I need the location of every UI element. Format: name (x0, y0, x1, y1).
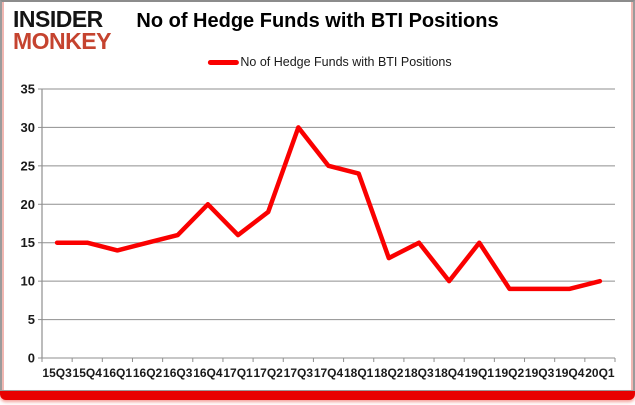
left-accent-line (2, 2, 4, 390)
x-tick-label: 18Q1 (344, 366, 374, 380)
right-accent-line (631, 2, 633, 390)
x-tick-label: 18Q3 (404, 366, 434, 380)
x-tick-label: 15Q4 (73, 366, 103, 380)
x-tick-label: 17Q2 (254, 366, 284, 380)
y-tick-label: 25 (21, 158, 35, 173)
data-line-bti-positions (54, 125, 603, 292)
x-tick-label: 20Q1 (585, 366, 615, 380)
x-axis-ticks (41, 358, 616, 362)
x-tick-label: 17Q1 (223, 366, 253, 380)
y-tick-label: 15 (21, 235, 35, 250)
y-tick-label: 30 (21, 120, 35, 135)
logo-text-monkey: MONKEY (13, 27, 111, 54)
x-tick-label: 19Q4 (555, 366, 585, 380)
y-tick-label: 35 (21, 82, 35, 97)
chart-panel (0, 0, 635, 391)
y-tick-label: 0 (28, 351, 35, 366)
x-tick-label: 16Q4 (193, 366, 223, 380)
x-tick-label: 17Q3 (284, 366, 314, 380)
x-axis-labels: 15Q3 15Q4 16Q1 16Q2 16Q3 16Q4 17Q1 17Q2 17Q3 17Q4… (42, 366, 615, 380)
legend-line-swatch (207, 59, 239, 65)
x-tick-label: 17Q4 (314, 366, 344, 380)
logo-text-insider: INSIDER (13, 6, 103, 32)
x-tick-label: 18Q4 (434, 366, 464, 380)
y-tick-label: 10 (21, 274, 35, 289)
x-tick-label: 15Q3 (42, 366, 72, 380)
y-tick-label: 5 (28, 312, 35, 327)
x-tick-label: 18Q2 (374, 366, 404, 380)
x-tick-label: 19Q2 (495, 366, 525, 380)
x-tick-label: 19Q1 (465, 366, 495, 380)
y-tick-label: 20 (21, 197, 35, 212)
insider-monkey-logo: INSIDER MONKEY (13, 6, 111, 54)
chart-title: No of Hedge Funds with BTI Positions (136, 10, 499, 32)
x-tick-label: 16Q1 (103, 366, 133, 380)
x-tick-label: 16Q3 (163, 366, 193, 380)
legend: No of Hedge Funds with BTI Positions (207, 55, 452, 69)
x-tick-label: 19Q3 (525, 366, 555, 380)
x-tick-label: 16Q2 (133, 366, 163, 380)
bottom-accent-bar (0, 391, 635, 400)
legend-label: No of Hedge Funds with BTI Positions (240, 55, 452, 69)
gridlines (38, 88, 615, 359)
y-axis-labels: 0 5 10 15 20 25 30 35 (21, 82, 35, 366)
